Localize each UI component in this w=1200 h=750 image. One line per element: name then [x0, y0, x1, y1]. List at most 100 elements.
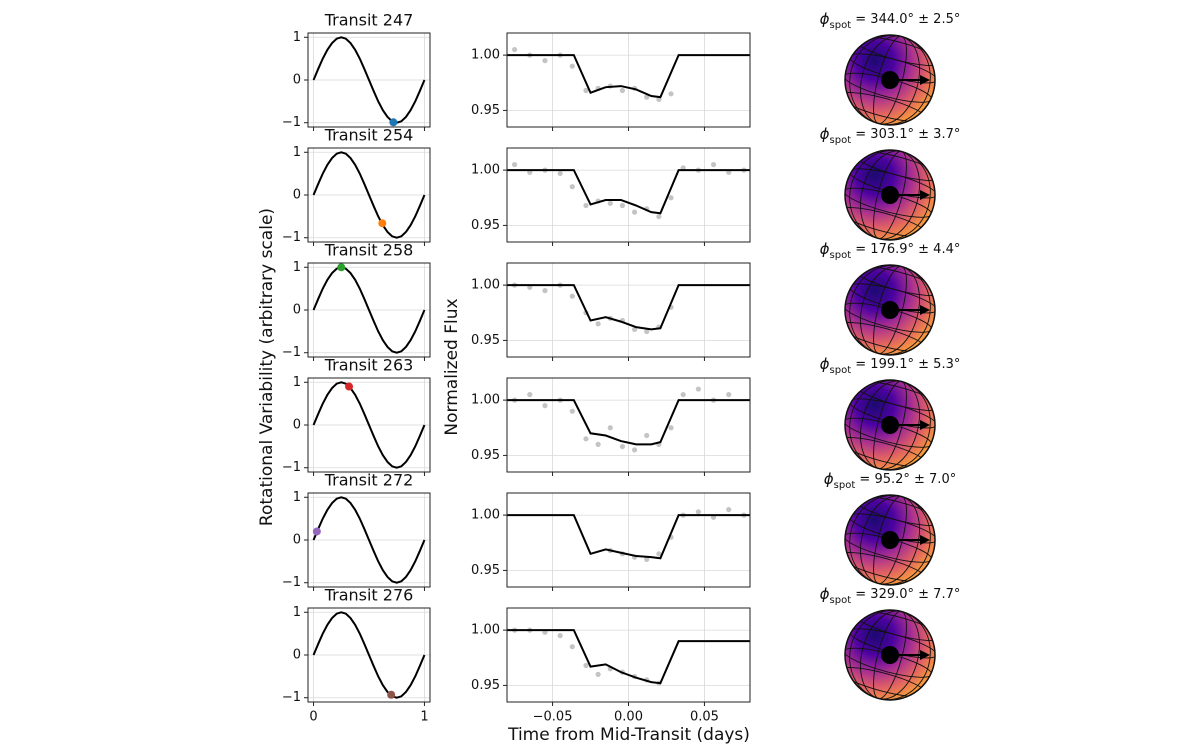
data-point: [337, 263, 346, 272]
data-point: [583, 436, 589, 442]
data-point: [583, 662, 589, 669]
y-tick-label: 1: [293, 30, 301, 45]
title-symbol: ϕ: [820, 585, 830, 603]
y-tick-label: 0: [293, 303, 301, 318]
data-point: [569, 644, 575, 650]
data-point: [595, 441, 601, 447]
axes-frame: [307, 377, 431, 473]
axes-frame: [307, 607, 431, 703]
data-point: [695, 386, 701, 392]
data-point: [695, 509, 701, 515]
title-subscript: spot: [830, 135, 852, 146]
data-point: [569, 408, 575, 414]
star-outline: [844, 34, 936, 126]
data-point: [680, 391, 686, 398]
x-tick-label: 1: [420, 710, 428, 725]
y-tick-label: 0: [293, 648, 301, 663]
series-line: [507, 399, 750, 446]
y-tick-label: −1: [282, 230, 301, 245]
data-point: [511, 161, 518, 168]
y-tick-label: 1: [293, 260, 301, 275]
title-symbol: ϕ: [820, 240, 830, 258]
star-outline: [844, 264, 936, 356]
title-subscript: spot: [830, 250, 852, 261]
data-point: [583, 202, 589, 209]
arrow-head: [920, 305, 930, 315]
map-title: ϕspot = 95.2° ± 7.0°: [824, 470, 956, 491]
data-point: [631, 447, 638, 453]
arrow-head: [920, 75, 930, 85]
data-point: [619, 202, 626, 209]
y-tick-label: 0.95: [471, 218, 500, 233]
y-tick-label: −1: [282, 575, 301, 590]
data-point: [387, 690, 396, 699]
series-line: [507, 169, 750, 215]
title-subscript: spot: [830, 595, 852, 606]
axes-frame: [307, 147, 431, 243]
data-point: [644, 94, 650, 100]
title-symbol: ϕ: [820, 125, 830, 143]
series-line: [507, 284, 750, 331]
x-tick-label: 0: [309, 710, 317, 725]
axes-frame: [506, 147, 751, 243]
star-outline: [844, 494, 936, 586]
planet: [881, 186, 899, 204]
title-symbol: ϕ: [820, 10, 830, 28]
arrow-head: [920, 650, 930, 660]
axes-frame: [307, 262, 431, 358]
data-point: [542, 288, 548, 294]
y-tick-label: 0: [293, 73, 301, 88]
panel-title: Transit 272: [324, 471, 414, 490]
data-point: [595, 671, 601, 677]
map-title: ϕspot = 303.1° ± 3.7°: [820, 125, 961, 146]
title-text: = 329.0° ± 7.7°: [851, 587, 960, 602]
data-point: [656, 213, 662, 220]
series-line: [312, 151, 426, 239]
y-tick-label: 1.00: [471, 278, 500, 293]
y-tick-label: 1.00: [471, 393, 500, 408]
data-point: [631, 209, 638, 215]
y-tick-label: 0.95: [471, 103, 500, 118]
y-tick-label: −1: [282, 115, 301, 130]
data-point: [726, 391, 732, 398]
title-subscript: spot: [834, 480, 856, 491]
y-tick-label: 1: [293, 605, 301, 620]
data-point: [668, 91, 674, 97]
map-title: ϕspot = 199.1° ± 5.3°: [820, 355, 961, 376]
title-text: = 344.0° ± 2.5°: [851, 12, 960, 27]
axes-frame: [506, 607, 751, 703]
panel-title: Transit 254: [324, 126, 414, 145]
planet: [881, 416, 899, 434]
data-point: [607, 425, 613, 431]
data-point: [656, 551, 662, 557]
series-line: [312, 381, 426, 469]
data-point: [710, 161, 717, 168]
y-tick-label: 0: [293, 533, 301, 548]
data-point: [557, 170, 563, 177]
data-point: [726, 506, 732, 513]
data-point: [569, 184, 575, 190]
y-tick-label: 0.95: [471, 563, 500, 578]
y-tick-label: 0.95: [471, 448, 500, 463]
axes-frame: [506, 377, 751, 473]
x-axis-label: Time from Mid-Transit (days): [507, 725, 750, 745]
planet: [881, 646, 899, 664]
title-text: = 303.1° ± 3.7°: [851, 127, 960, 142]
data-point: [542, 403, 548, 409]
data-point: [569, 293, 575, 299]
title-symbol: ϕ: [824, 470, 834, 488]
data-point: [668, 425, 674, 431]
y-tick-label: 0: [293, 418, 301, 433]
y-axis-label: Rotational Variability (arbitrary scale): [257, 208, 277, 526]
data-point: [619, 87, 626, 94]
data-point: [542, 58, 548, 64]
axes-frame: [307, 492, 431, 588]
title-text: = 199.1° ± 5.3°: [851, 357, 960, 372]
y-tick-label: 1.00: [471, 623, 500, 638]
y-axis-label: Normalized Flux: [442, 298, 462, 435]
title-text: = 176.9° ± 4.4°: [851, 242, 960, 257]
data-point: [312, 527, 321, 536]
map-title: ϕspot = 176.9° ± 4.4°: [820, 240, 961, 261]
